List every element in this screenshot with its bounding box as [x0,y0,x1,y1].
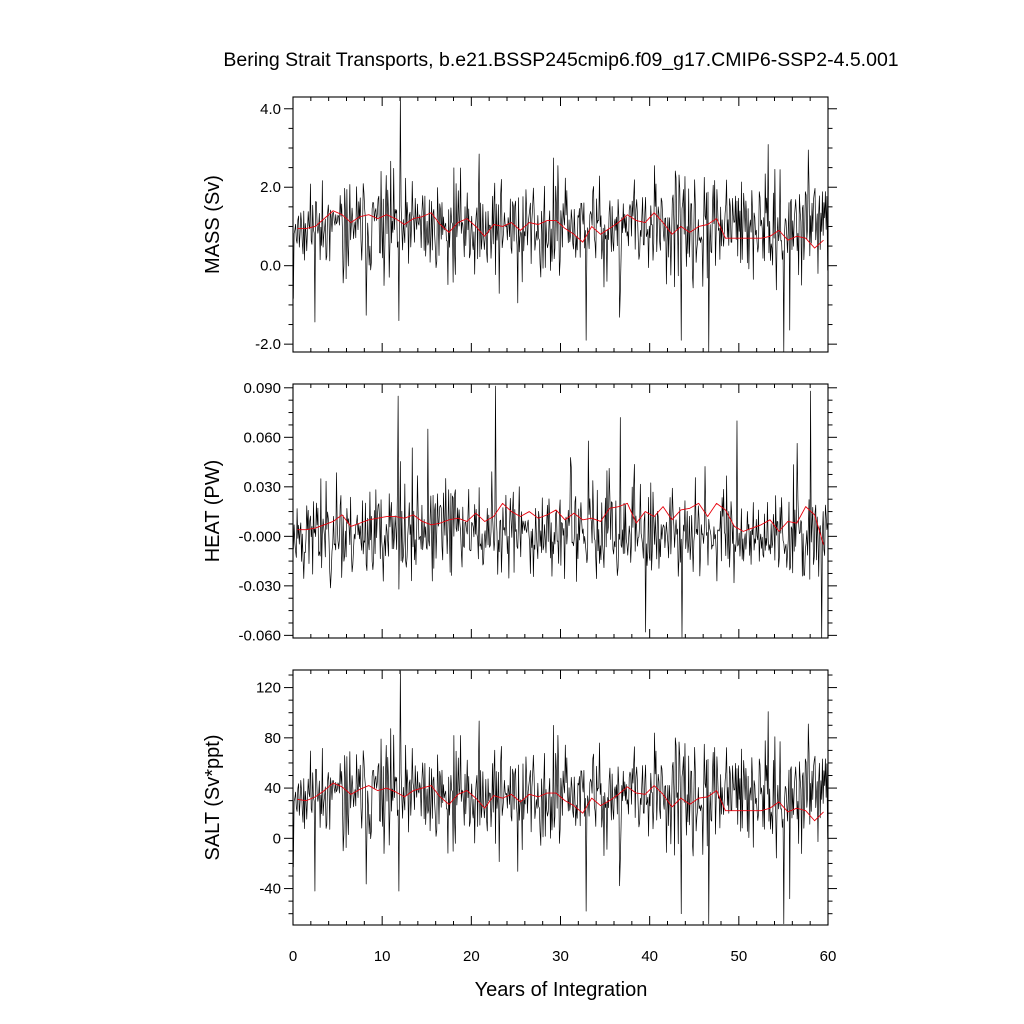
heat-y-tick-label: -0.060 [238,627,281,644]
salt-y-tick-label: 0 [273,830,281,847]
mass-annual-mean-line [297,210,824,249]
panel-salt: 120 80 40 0 -40 SALT (Sv*ppt) 0 10 20 30 40 50 60 [202,669,837,965]
salt-y-axis-title: SALT (Sv*ppt) [202,735,224,861]
x-tick-label: 10 [374,948,391,965]
chart-title: Bering Strait Transports, b.e21.BSSP245c… [223,49,898,71]
heat-y-tick-label: 0.060 [243,429,281,446]
salt-y-tick-label: 40 [264,780,281,797]
x-tick-label: 0 [289,948,297,965]
mass-monthly-series-line [293,97,828,352]
mass-y-tick-label: 2.0 [260,179,281,196]
heat-annual-mean-line [297,502,824,545]
salt-y-tick-label: 80 [264,730,281,747]
mass-y-tick-label: 0.0 [260,258,281,275]
x-tick-label: 40 [641,948,658,965]
salt-annual-mean-line [297,782,824,822]
heat-y-tick-label: -0.030 [238,578,281,595]
panels-group: 4.0 2.0 0.0 -2.0 MASS (Sv) 0.090 0.060 0.030 -0.… [202,96,837,965]
x-tick-label: 20 [463,948,480,965]
x-tick-label: 50 [730,948,747,965]
heat-y-tick-label: -0.000 [238,528,281,545]
heat-y-tick-label: 0.030 [243,479,281,496]
salt-y-tick-label: -40 [259,881,281,898]
panel-mass: 4.0 2.0 0.0 -2.0 MASS (Sv) [202,96,837,353]
mass-y-tick-label: -2.0 [255,336,281,353]
salt-monthly-series-line [293,670,828,925]
heat-y-axis-title: HEAT (PW) [202,460,224,563]
x-tick-label: 60 [820,948,837,965]
heat-monthly-series-line [293,385,828,638]
heat-y-tick-label: 0.090 [243,380,281,397]
x-tick-label: 30 [552,948,569,965]
salt-y-tick-label: 120 [256,680,281,697]
panel-heat: 0.090 0.060 0.030 -0.000 -0.030 -0.060 HEAT (P… [202,380,837,644]
x-axis-title: Years of Integration [475,979,648,1001]
mass-y-tick-label: 4.0 [260,101,281,118]
mass-y-axis-title: MASS (Sv) [202,175,224,274]
